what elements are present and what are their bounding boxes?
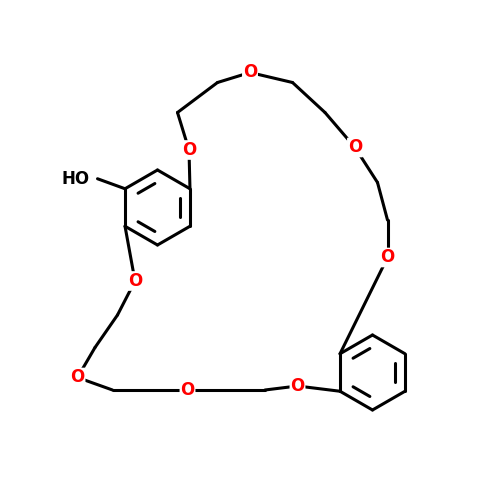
Text: O: O: [348, 138, 362, 156]
Text: HO: HO: [62, 170, 90, 188]
Text: O: O: [380, 248, 394, 266]
Text: O: O: [128, 272, 142, 290]
Text: O: O: [243, 64, 257, 82]
Text: O: O: [290, 377, 304, 395]
Text: O: O: [182, 141, 196, 159]
Text: O: O: [70, 368, 85, 386]
Text: O: O: [180, 381, 194, 399]
